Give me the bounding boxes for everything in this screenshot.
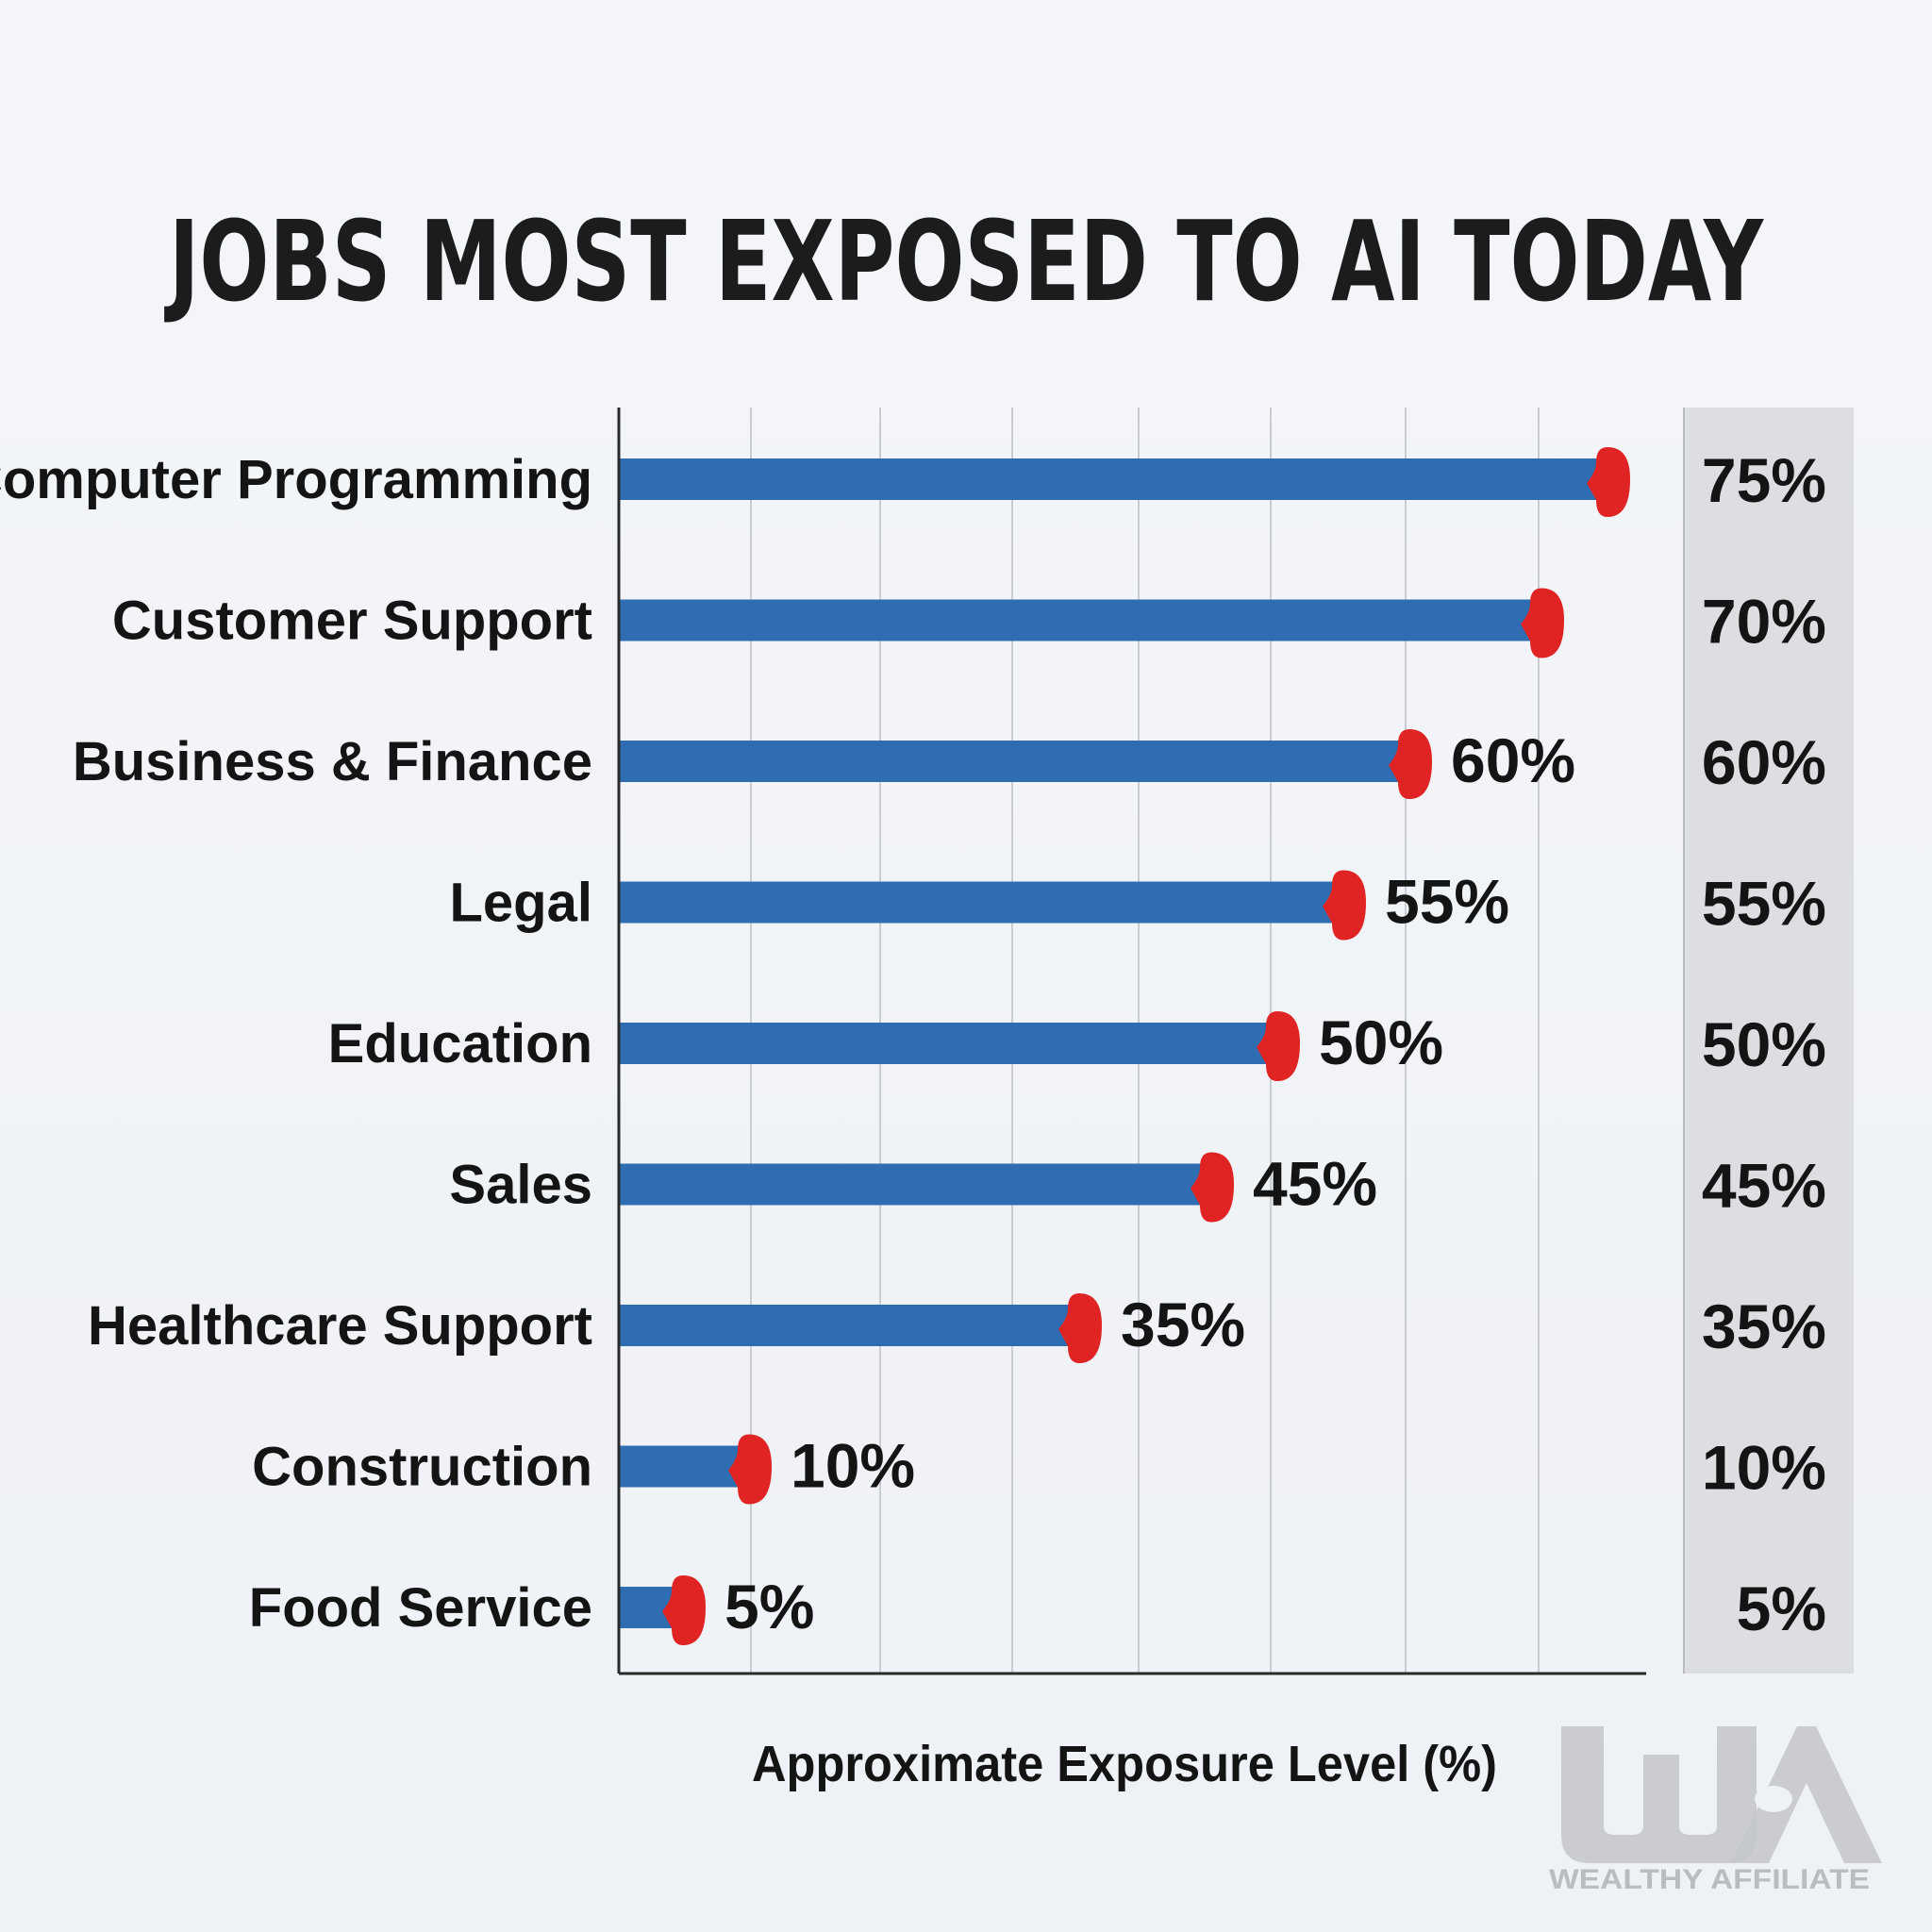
bar-end-marker xyxy=(1257,1011,1300,1081)
bar-end-marker xyxy=(1521,588,1564,658)
category-label: Healthcare Support xyxy=(88,1295,592,1357)
chart-title: JOBS MOST EXPOSED TO AI TODAY xyxy=(164,196,1764,326)
side-panel-value-label: 55% xyxy=(1702,869,1826,939)
category-label: Sales xyxy=(449,1155,592,1216)
bar-value-label: 45% xyxy=(1253,1149,1377,1219)
side-panel-value-label: 5% xyxy=(1737,1574,1826,1643)
watermark-monogram-w xyxy=(1561,1726,1757,1863)
bar-end-marker xyxy=(1389,729,1432,799)
category-labels: Computer Programming Customer Support Busi… xyxy=(0,449,592,1639)
category-label: Customer Support xyxy=(112,591,592,652)
category-label: Business & Finance xyxy=(73,731,592,792)
bar-value-label: 5% xyxy=(724,1572,814,1641)
bar-end-markers xyxy=(662,447,1630,1645)
bar xyxy=(619,1163,1213,1206)
bar-value-label: 60% xyxy=(1451,725,1575,795)
x-axis-title: Approximate Exposure Level (%) xyxy=(752,1736,1497,1792)
bar-end-marker xyxy=(662,1575,706,1645)
bar-end-marker xyxy=(728,1434,772,1505)
category-label: Food Service xyxy=(249,1577,592,1639)
side-panel-value-label: 70% xyxy=(1702,587,1826,657)
bar-value-label: 55% xyxy=(1385,867,1509,937)
bar xyxy=(619,1305,1081,1346)
bar xyxy=(619,1023,1279,1064)
watermark-monogram-a xyxy=(1731,1726,1882,1863)
side-panel-labels: 75% 70% 60% 55% 50% 45% 35% 10% 5% xyxy=(1702,445,1826,1643)
bar-end-marker xyxy=(1191,1152,1234,1223)
bar xyxy=(619,599,1543,641)
side-panel-value-label: 35% xyxy=(1702,1291,1826,1361)
bar-end-marker xyxy=(1323,870,1366,941)
side-panel-value-label: 75% xyxy=(1702,445,1826,515)
bar xyxy=(619,1445,751,1488)
bar xyxy=(619,881,1345,924)
bar-value-label: 50% xyxy=(1319,1008,1443,1077)
category-label: Legal xyxy=(450,873,593,934)
watermark-dot xyxy=(1755,1786,1792,1812)
category-label: Education xyxy=(328,1013,592,1074)
bar xyxy=(619,458,1609,500)
bar-value-label: 35% xyxy=(1121,1290,1245,1359)
category-label: Computer Programming xyxy=(0,449,592,510)
watermark-text: WEALTHY AFFILIATE xyxy=(1549,1864,1870,1895)
bar-value-label: 10% xyxy=(791,1431,915,1501)
side-panel-value-label: 50% xyxy=(1702,1009,1826,1079)
bars xyxy=(619,458,1609,1628)
watermark-logo: WEALTHY AFFILIATE xyxy=(1549,1726,1882,1895)
value-side-panel xyxy=(1684,408,1854,1674)
side-panel-value-label: 10% xyxy=(1702,1433,1826,1503)
bar-end-marker xyxy=(1587,447,1630,517)
side-panel-value-label: 60% xyxy=(1702,727,1826,797)
bar-end-marker xyxy=(1058,1293,1102,1363)
side-panel-value-label: 45% xyxy=(1702,1151,1826,1221)
bar-value-labels: 60% 55% 50% 45% 35% 10% 5% xyxy=(724,725,1575,1641)
category-label: Construction xyxy=(252,1437,592,1498)
bar xyxy=(619,741,1411,782)
